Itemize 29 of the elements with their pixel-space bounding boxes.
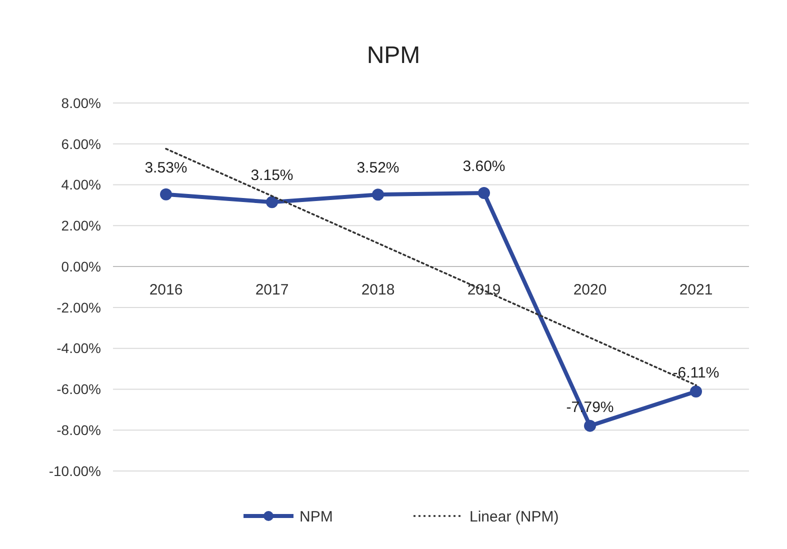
point	[160, 188, 172, 200]
y-tick-label: 4.00%	[61, 176, 101, 193]
y-tick-label: -4.00%	[56, 340, 101, 356]
y-tick-label: 6.00%	[61, 136, 101, 152]
point	[266, 196, 278, 208]
data-label: 3.53%	[144, 159, 188, 176]
data-label: 3.60%	[462, 158, 506, 175]
x-tick-label: 2016	[149, 282, 183, 299]
legend-label: NPM	[300, 508, 333, 526]
data-label: 3.15%	[250, 167, 294, 184]
y-tick-label: 0.00%	[61, 258, 101, 274]
point	[690, 385, 702, 398]
point	[372, 188, 384, 201]
point	[584, 420, 596, 432]
x-tick-label: 2017	[255, 282, 289, 299]
y-tick-label: -6.00%	[56, 381, 101, 398]
y-tick-label: -2.00%	[56, 299, 101, 316]
chart-title: NPM	[366, 42, 420, 69]
y-tick-label: 2.00%	[61, 218, 101, 234]
y-tick-label: -8.00%	[56, 422, 101, 438]
point	[478, 186, 490, 199]
data-label: -6.11%	[672, 364, 720, 382]
x-tick-label: 2020	[573, 282, 607, 299]
legend-label: Linear (NPM)	[470, 508, 559, 526]
data-label: 3.52%	[356, 160, 400, 177]
y-tick-label: -10.00%	[48, 462, 101, 479]
y-tick-label: 8.00%	[61, 94, 101, 111]
x-tick-label: 2018	[361, 282, 395, 299]
x-tick-label: 2021	[679, 282, 713, 299]
